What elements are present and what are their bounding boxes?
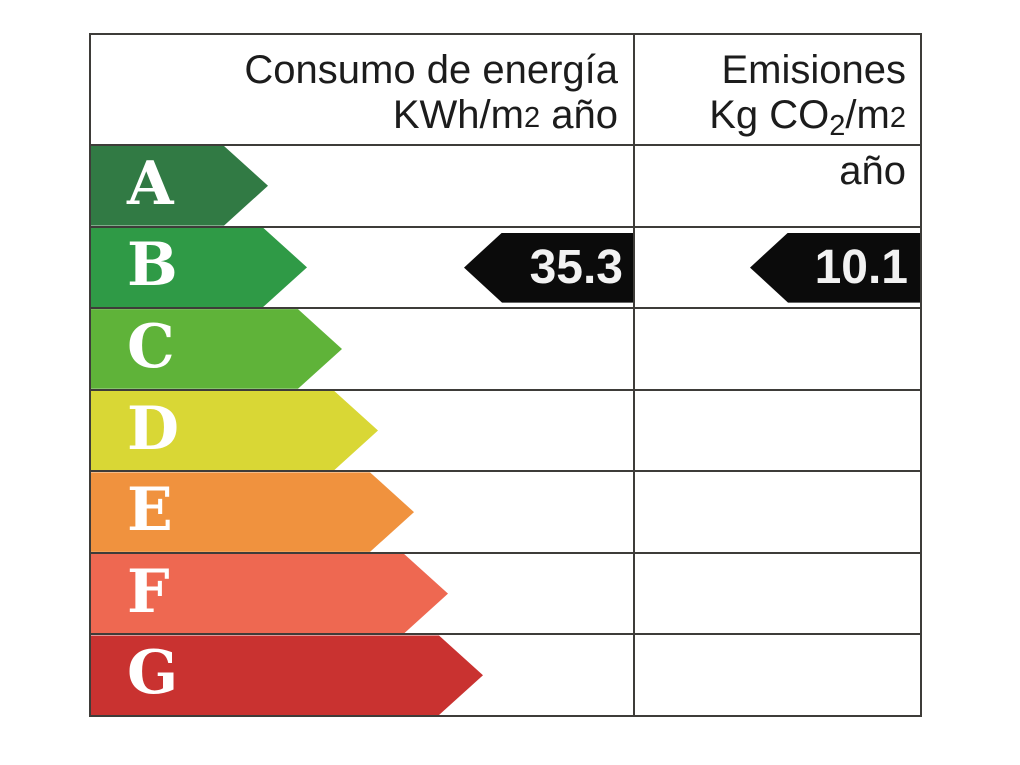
rating-row-e: E <box>91 470 920 552</box>
emissions-header-line1: Emisiones <box>721 48 906 92</box>
emissions-header-unit-p2: /m <box>845 93 890 137</box>
emissions-column-header: Emisiones Kg CO2/m2 año <box>633 35 920 193</box>
rating-letter-a: A <box>127 148 174 219</box>
rating-arrow-e: E <box>91 472 414 552</box>
column-divider-line <box>633 35 635 715</box>
rating-row-c: C <box>91 307 920 389</box>
energy-rating-table: Consumo de energía KWh/m2 año Emisiones … <box>89 33 922 717</box>
rating-arrow-a: A <box>91 146 268 226</box>
emissions-header-suffix: año <box>839 149 906 193</box>
consumption-value: 35.3 <box>529 240 623 294</box>
rating-letter-f: F <box>127 556 170 627</box>
rating-arrow-f: F <box>91 554 448 634</box>
consumption-header-line1: Consumo de energía <box>244 48 618 92</box>
consumption-value-arrow: 35.3 <box>464 232 635 303</box>
consumption-header-exp: 2 <box>524 102 541 134</box>
emissions-value-arrow: 10.1 <box>750 232 920 303</box>
emissions-header-sub: 2 <box>829 110 846 142</box>
rating-row-b: B 35.3 10.1 <box>91 225 920 308</box>
rating-arrow-g: G <box>91 635 483 715</box>
emissions-header-unit-p1: Kg CO <box>709 93 830 137</box>
consumption-column-header: Consumo de energía KWh/m2 año <box>91 35 633 144</box>
rating-letter-c: C <box>127 311 175 382</box>
rating-letter-d: D <box>127 393 180 464</box>
rating-letter-e: E <box>127 475 173 546</box>
rating-row-g: G <box>91 633 920 715</box>
emissions-header-exp: 2 <box>889 102 906 134</box>
consumption-header-suffix: año <box>540 93 618 137</box>
rating-letter-b: B <box>127 230 178 301</box>
table-header: Consumo de energía KWh/m2 año Emisiones … <box>91 35 920 193</box>
consumption-header-unit: KWh/m <box>392 93 524 137</box>
rating-row-f: F <box>91 551 920 634</box>
rating-arrow-d: D <box>91 391 378 471</box>
rating-letter-g: G <box>127 638 179 709</box>
rating-row-d: D <box>91 388 920 471</box>
rating-arrow-c: C <box>91 309 342 389</box>
rating-row-a: A <box>91 144 920 226</box>
rating-arrow-b: B <box>91 228 307 308</box>
emissions-value: 10.1 <box>814 240 908 294</box>
